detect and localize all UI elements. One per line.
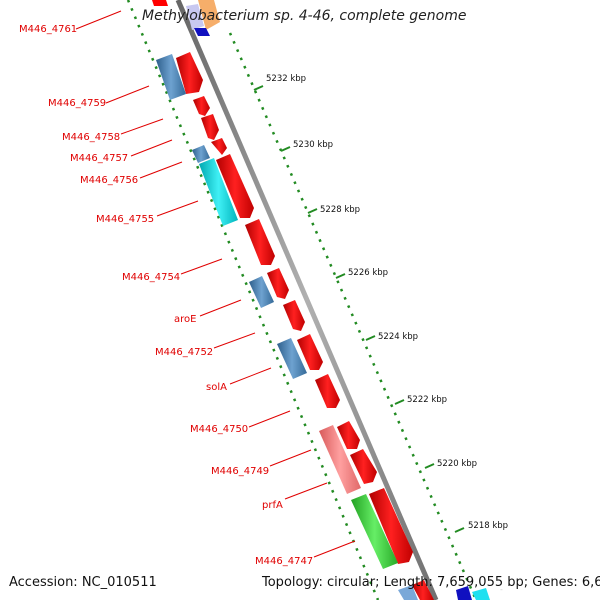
cog-block-blue: [277, 338, 307, 379]
top-navy-feature: [194, 28, 210, 36]
gene-label[interactable]: M446_4752: [155, 347, 213, 358]
tick-mark: [335, 273, 346, 279]
tick-mark: [454, 527, 465, 533]
genome-backbone: [175, 0, 439, 600]
cds-arrow: [350, 449, 377, 484]
inner-dotted-ring: [126, 0, 380, 600]
outer-dotted-ring: [228, 32, 478, 600]
top-orange-feature: [198, 0, 220, 30]
top-red-feature: [152, 0, 168, 6]
gene-label[interactable]: M446_4747: [255, 556, 313, 567]
cds-arrow: [283, 300, 305, 331]
cds-arrow: [412, 580, 434, 600]
topology-text: Topology: circular; Length: 7,659,055 bp…: [262, 575, 600, 590]
leader-line: [284, 482, 328, 500]
tick-mark: [307, 208, 318, 214]
faded-artifact-text: -: [500, 585, 503, 594]
tick-label: 5228 kbp: [320, 205, 360, 215]
cog-block-pink: [319, 425, 361, 494]
scale-ticks: 5232 kbp 5230 kbp 5228 kbp 5226 kbp 5224…: [253, 74, 508, 533]
gene-label[interactable]: M446_4754: [122, 272, 180, 283]
tick-label: 5226 kbp: [348, 268, 388, 278]
gene-label[interactable]: M446_4758: [62, 132, 120, 143]
tick-label: 5222 kbp: [407, 395, 447, 405]
cds-arrow: [216, 154, 254, 218]
leader-line: [130, 139, 173, 157]
cds-arrow: [337, 421, 360, 449]
leader-line: [75, 10, 122, 30]
leader-line: [213, 332, 256, 349]
cog-block-navy: [456, 586, 472, 600]
cds-arrow: [176, 52, 203, 94]
gene-label[interactable]: M446_4755: [96, 214, 154, 225]
leader-line: [199, 299, 242, 317]
leader-line: [139, 161, 183, 179]
cds-arrow: [211, 138, 227, 155]
cog-features: [156, 54, 490, 600]
map-title: Methylobacterium sp. 4-46, complete geno…: [142, 8, 467, 24]
top-lavender-feature: [186, 4, 204, 30]
cog-block-blue: [156, 54, 186, 100]
tick-label: 5220 kbp: [437, 459, 477, 469]
cds-arrow: [193, 96, 210, 116]
gene-label[interactable]: aroE: [174, 314, 196, 325]
cds-arrow: [201, 114, 219, 140]
cog-block-cyan: [472, 588, 490, 600]
tick-label: 5230 kbp: [293, 140, 333, 150]
gene-label[interactable]: M446_4757: [70, 153, 128, 164]
cog-block-blue: [249, 276, 274, 308]
leader-line: [120, 118, 164, 135]
leader-line: [313, 540, 356, 558]
leader-line: [248, 410, 291, 428]
leader-line: [229, 367, 272, 385]
leader-line: [156, 200, 199, 217]
leader-line: [269, 449, 312, 467]
cds-features: [176, 52, 434, 600]
tick-mark: [394, 399, 405, 405]
gene-label[interactable]: prfA: [262, 500, 283, 511]
cds-arrow: [369, 488, 413, 564]
leader-line: [105, 85, 150, 104]
gene-label[interactable]: M446_4761: [19, 24, 77, 35]
gene-label[interactable]: solA: [206, 382, 227, 393]
cog-block-green: [351, 494, 398, 569]
cds-arrow: [245, 219, 275, 265]
tick-mark: [365, 335, 376, 341]
cds-arrow: [315, 374, 340, 408]
gene-label[interactable]: M446_4749: [211, 466, 269, 477]
tick-label: 5224 kbp: [378, 332, 418, 342]
accession-text: Accession: NC_010511: [9, 575, 157, 590]
cog-block-cyan: [199, 158, 238, 226]
leader-line: [180, 258, 223, 275]
tick-label: 5232 kbp: [266, 74, 306, 84]
tick-label: 5218 kbp: [468, 521, 508, 531]
cog-block-lightblue: [398, 585, 418, 600]
cds-arrow: [297, 334, 323, 370]
tick-mark: [253, 85, 264, 91]
gene-labels: M446_4761 M446_4759 M446_4758 M446_4757 …: [19, 10, 356, 567]
gene-label[interactable]: M446_4759: [48, 98, 106, 109]
gene-label[interactable]: M446_4756: [80, 175, 138, 186]
cog-block-blue: [192, 145, 210, 163]
cds-arrow: [267, 268, 289, 299]
gene-label[interactable]: M446_4750: [190, 424, 248, 435]
tick-mark: [424, 463, 435, 469]
tick-mark: [280, 146, 291, 152]
